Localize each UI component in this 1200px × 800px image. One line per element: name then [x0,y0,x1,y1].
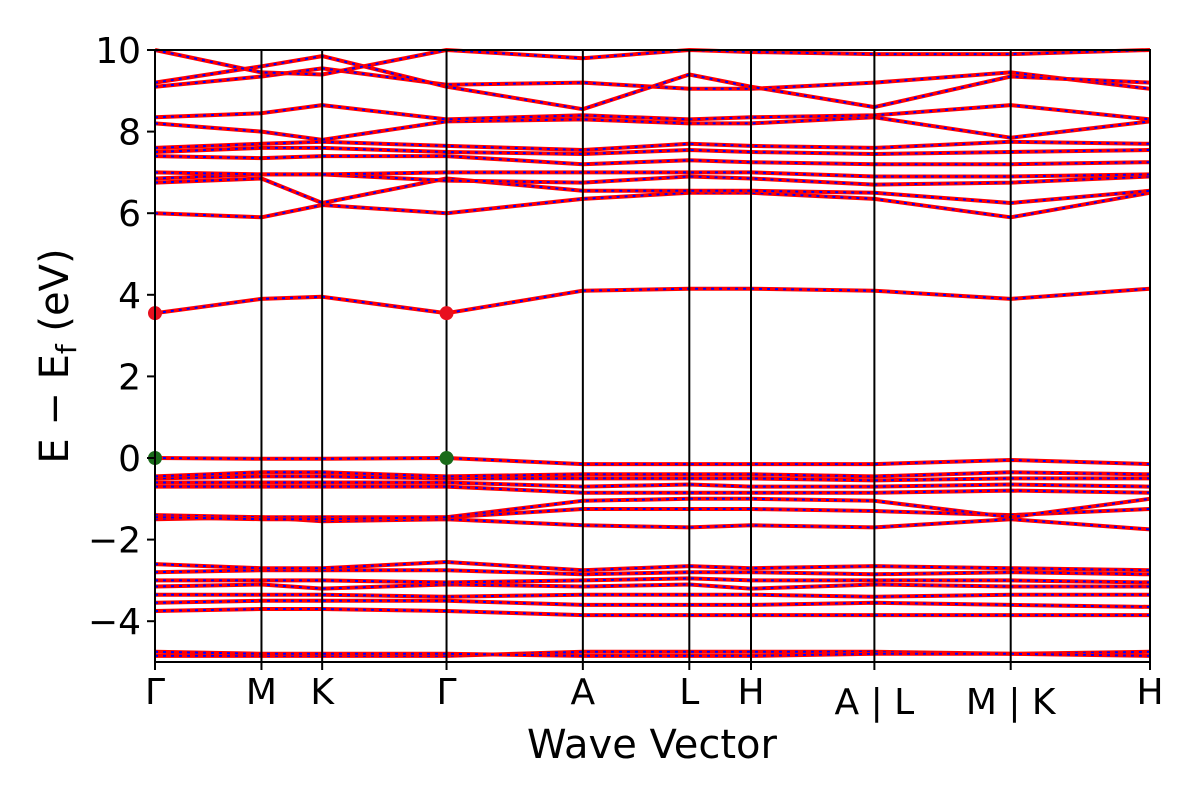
y-tick-label: 2 [118,357,141,398]
plot-frame [154,49,1151,663]
band-line-overlay-16 [154,471,1151,478]
x-tick-label-4: Γ [437,672,457,713]
y-tick-label: 10 [95,31,141,72]
y-axis-label: E − Ef (eV) [32,248,83,463]
band-line-18 [154,286,1151,316]
x-tick-label-3: K [310,672,335,713]
band-line-overlay-5 [155,593,1150,598]
high-symmetry-lines [260,50,1012,662]
y-axis-ticks: −4 −2 0 2 4 6 8 10 [88,31,155,643]
x-tick-label-5: A [571,672,596,713]
y-axis-label-main: E − E [32,354,78,464]
x-tick-label-10: H [1136,672,1163,713]
band-edge-markers [148,306,454,465]
band-edge-marker-2 [439,306,454,321]
band-line-29 [154,54,1151,112]
band-line-overlay-17 [154,456,1151,466]
band-line-overlay-14 [155,481,1151,488]
x-tick-label-6: L [679,672,699,713]
x-axis-label: Wave Vector [527,722,778,768]
band-lines [154,48,1151,658]
y-axis-label-unit: (eV) [32,248,78,344]
y-tick-label: −4 [88,602,141,643]
x-tick-label-8: A | L [835,682,915,723]
band-line-overlay-25 [154,140,1151,152]
y-axis-label-subscript: f [50,343,83,354]
band-line-overlay-22 [154,171,1151,178]
y-tick-label: 0 [118,439,141,480]
band-line-overlay-9 [154,560,1151,572]
x-tick-label-7: H [737,672,764,713]
band-line-overlay-23 [154,155,1151,166]
band-line-overlay-19 [154,191,1151,219]
y-tick-label: 4 [118,276,141,317]
y-tick-label: −2 [88,521,141,562]
band-line-overlay-24 [154,146,1151,156]
band-line-overlay-4 [154,599,1151,608]
band-line-overlay-1 [155,650,1151,657]
y-tick-label: 8 [118,113,141,154]
band-line-overlay-20 [154,177,1151,205]
band-line-overlay-3 [154,608,1150,617]
band-line-overlay-15 [154,475,1150,482]
band-line-23 [154,154,1151,167]
band-line-overlay-26 [154,116,1151,141]
band-line-4 [154,598,1151,609]
band-line-9 [154,560,1151,573]
band-line-overlay-6 [154,583,1150,590]
band-line-overlay-13 [155,485,1151,494]
band-line-overlay-27 [154,104,1151,121]
band-line-overlay-11 [154,508,1151,519]
x-tick-label-2: M [246,672,277,713]
band-line-overlay-7 [155,577,1151,584]
band-line-overlay-30 [154,48,1151,76]
x-tick-label-9: M | K [966,682,1057,723]
band-line-overlay-12 [154,497,1151,521]
band-line-overlay-2 [154,650,1151,657]
band-line-overlay-29 [154,55,1151,111]
band-edge-marker-4 [439,451,454,465]
y-tick-label: 6 [118,194,141,235]
x-tick-label-1: Γ [145,672,165,713]
band-line-27 [154,103,1151,122]
band-line-overlay-18 [154,287,1151,315]
